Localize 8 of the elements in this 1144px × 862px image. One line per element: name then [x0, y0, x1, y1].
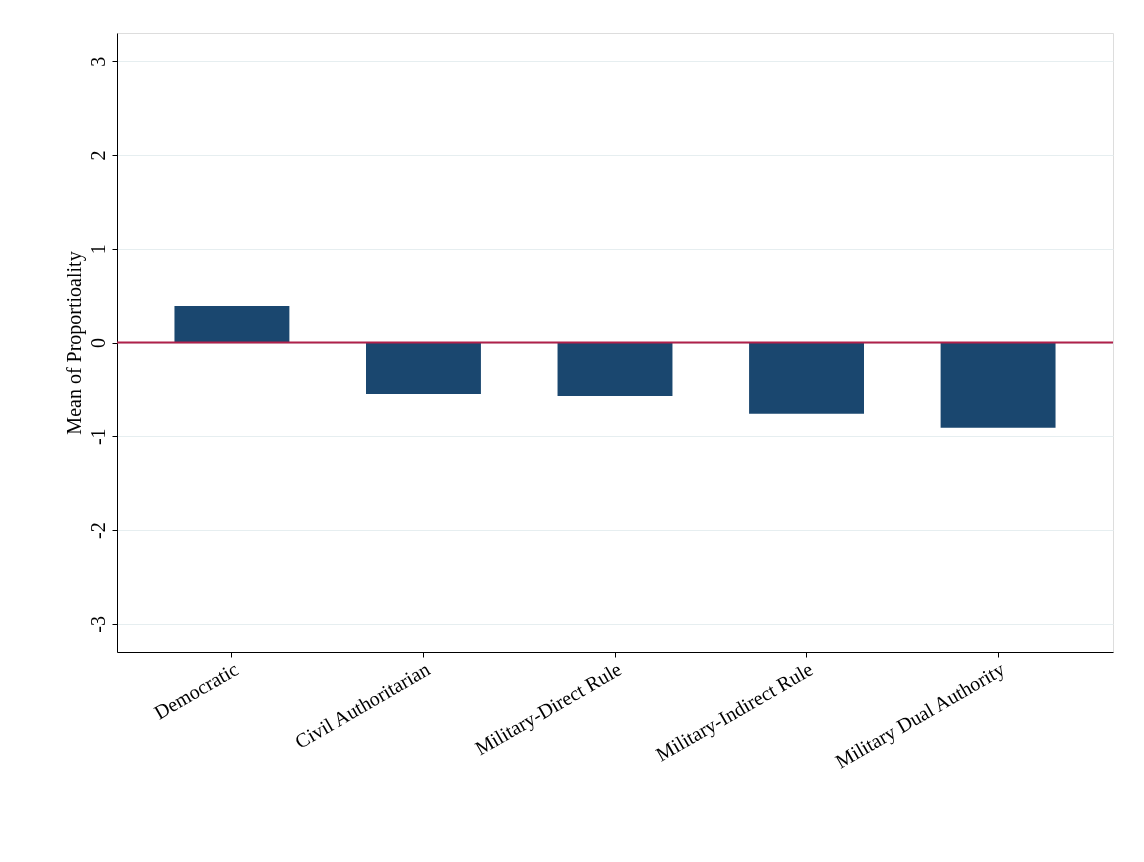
y-axis-title: Mean of Proportioality [62, 251, 86, 435]
y-tick-label: 3 [86, 56, 109, 67]
y-tick-label: 1 [86, 244, 109, 255]
y-tick-label: -3 [86, 616, 109, 633]
y-tick-label: -2 [86, 522, 109, 539]
y-tick-label: 2 [86, 150, 109, 161]
y-tick-label: 0 [86, 338, 109, 348]
y-tick-label: -1 [86, 428, 109, 446]
